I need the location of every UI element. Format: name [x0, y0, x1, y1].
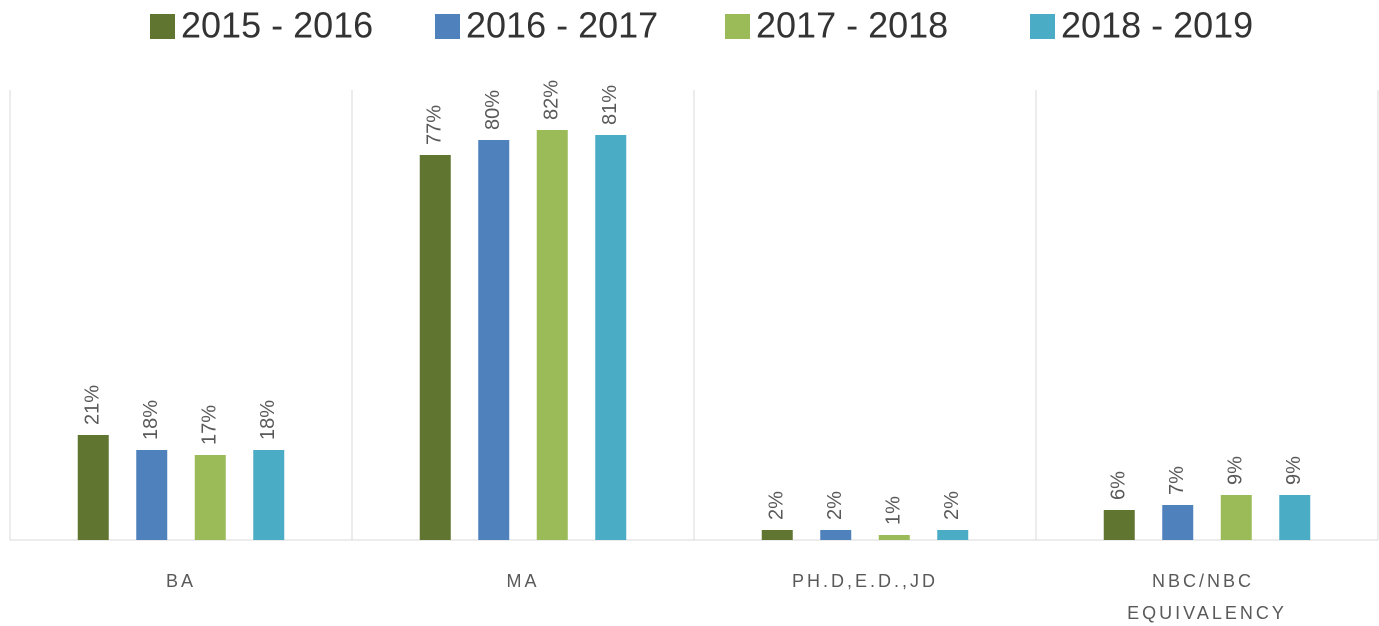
x-tick-label: NBC/NBC EQUIVALENCY: [1127, 571, 1287, 623]
legend-label: 2015 - 2016: [181, 5, 373, 46]
bar: [253, 450, 285, 540]
bar: [820, 530, 852, 540]
legend-label: 2017 - 2018: [756, 5, 948, 46]
data-label: 81%: [599, 85, 621, 125]
data-label: 80%: [482, 90, 504, 130]
data-label: 2%: [766, 491, 788, 520]
bar: [136, 450, 168, 540]
bar: [419, 155, 451, 540]
legend-label: 2018 - 2019: [1061, 5, 1253, 46]
data-label: 7%: [1166, 466, 1188, 495]
bar: [77, 435, 109, 540]
legend-swatch: [150, 14, 175, 39]
data-label: 18%: [140, 400, 162, 440]
data-label: 17%: [199, 405, 221, 445]
data-label: 82%: [541, 80, 563, 120]
data-label: 77%: [424, 105, 446, 145]
data-label: 9%: [1225, 456, 1247, 485]
bar: [761, 530, 793, 540]
data-label: 21%: [82, 385, 104, 425]
data-label: 2%: [941, 491, 963, 520]
legend-swatch: [1030, 14, 1055, 39]
bar: [478, 140, 510, 540]
data-label: 6%: [1108, 471, 1130, 500]
bar: [1220, 495, 1252, 540]
bar: [194, 455, 226, 540]
bar: [1162, 505, 1194, 540]
bar: [878, 535, 910, 540]
legend-swatch: [435, 14, 460, 39]
bar: [1279, 495, 1311, 540]
bar: [595, 135, 627, 540]
x-tick-label: PH.D,E.D.,JD: [792, 571, 938, 591]
bar: [1103, 510, 1135, 540]
bar: [536, 130, 568, 540]
legend-label: 2016 - 2017: [466, 5, 658, 46]
data-label: 1%: [883, 496, 905, 525]
data-label: 18%: [257, 400, 279, 440]
legend-swatch: [725, 14, 750, 39]
bar: [937, 530, 969, 540]
data-label: 9%: [1283, 456, 1305, 485]
x-tick-label: BA: [166, 571, 196, 591]
x-tick-label: MA: [507, 571, 540, 591]
data-label: 2%: [824, 491, 846, 520]
